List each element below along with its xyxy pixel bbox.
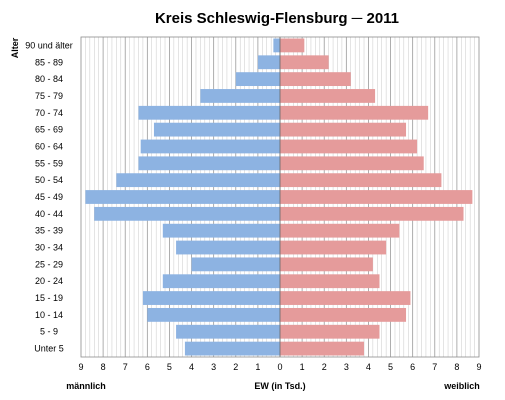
male-bar [138,156,280,171]
female-bar [280,156,424,171]
female-bar [280,206,464,221]
bars [85,38,473,356]
x-tick-label: 7 [432,362,437,372]
x-tick-label: 9 [476,362,481,372]
x-tick-label: 8 [101,362,106,372]
x-tick-label: 2 [233,362,238,372]
plot-frame [80,36,480,358]
male-bar [191,257,280,272]
male-bar [138,105,280,120]
female-bar [280,291,411,305]
female-bar [280,38,305,53]
plot-area [80,36,480,358]
x-tick-label: 2 [322,362,327,372]
category-label: 20 - 24 [35,276,63,286]
male-bar [200,89,280,103]
male-bar [147,307,280,322]
category-label: 90 und älter [25,40,73,50]
category-label: 50 - 54 [35,175,63,185]
category-label: 65 - 69 [35,125,63,135]
male-bar [184,341,280,356]
x-tick-label: 4 [189,362,194,372]
category-label: 30 - 34 [35,243,63,253]
male-bar [273,38,280,53]
category-label: 25 - 29 [35,259,63,269]
x-tick-label: 3 [344,362,349,372]
category-label: 5 - 9 [40,327,58,337]
category-label: 10 - 14 [35,310,63,320]
category-label: 60 - 64 [35,141,63,151]
male-bar [94,206,281,221]
x-tick-label: 6 [410,362,415,372]
category-label: 40 - 44 [35,209,63,219]
male-bar [162,223,280,238]
x-tick-label: 8 [454,362,459,372]
x-tick-label: 1 [255,362,260,372]
x-tick-label: 1 [300,362,305,372]
male-bar [142,291,280,305]
category-label: Unter 5 [34,344,64,354]
female-bar [280,105,429,120]
male-bar [116,173,280,188]
female-bar [280,307,407,322]
female-bar [280,55,329,70]
male-bar [140,139,280,154]
y-axis-label: Alter [10,37,20,58]
female-bar [280,257,373,272]
female-bar [280,122,407,137]
male-bar [85,190,280,204]
category-label: 70 - 74 [35,108,63,118]
x-axis-label: EW (in Tsd.) [254,381,305,391]
category-label: 75 - 79 [35,91,63,101]
female-bar [280,274,380,289]
female-bar [280,89,376,103]
category-label: 45 - 49 [35,192,63,202]
x-tick-label: 9 [78,362,83,372]
category-label: 80 - 84 [35,74,63,84]
male-bar [235,72,280,87]
x-tick-label: 3 [211,362,216,372]
x-tick-label: 4 [366,362,371,372]
male-label: männlich [66,381,106,391]
x-tick-label: 5 [167,362,172,372]
female-bar [280,324,380,339]
x-tick-label: 0 [277,362,282,372]
x-tick-label: 7 [123,362,128,372]
category-label: 55 - 59 [35,158,63,168]
category-label: 15 - 19 [35,293,63,303]
category-label: 35 - 39 [35,226,63,236]
female-bar [280,190,473,204]
category-labels: 90 und älter 85 - 89 80 - 84 75 - 79 70 - 74… [25,40,73,353]
x-tick-label: 5 [388,362,393,372]
male-bar [153,122,280,137]
female-bar [280,223,400,238]
female-bar [280,341,365,356]
male-bar [257,55,280,70]
female-bar [280,173,442,188]
female-label: weiblich [443,381,480,391]
category-label: 85 - 89 [35,57,63,67]
male-bar [176,240,280,255]
male-bar [162,274,280,289]
female-bar [280,240,387,255]
female-bar [280,72,351,87]
x-tick-label: 6 [145,362,150,372]
male-bar [176,324,280,339]
female-bar [280,139,418,154]
chart-title: Kreis Schleswig-Flensburg ─ 2011 [155,10,399,27]
x-tick-labels: 9 8 7 6 5 4 3 2 1 0 1 2 3 4 5 6 7 8 9 [78,362,481,372]
